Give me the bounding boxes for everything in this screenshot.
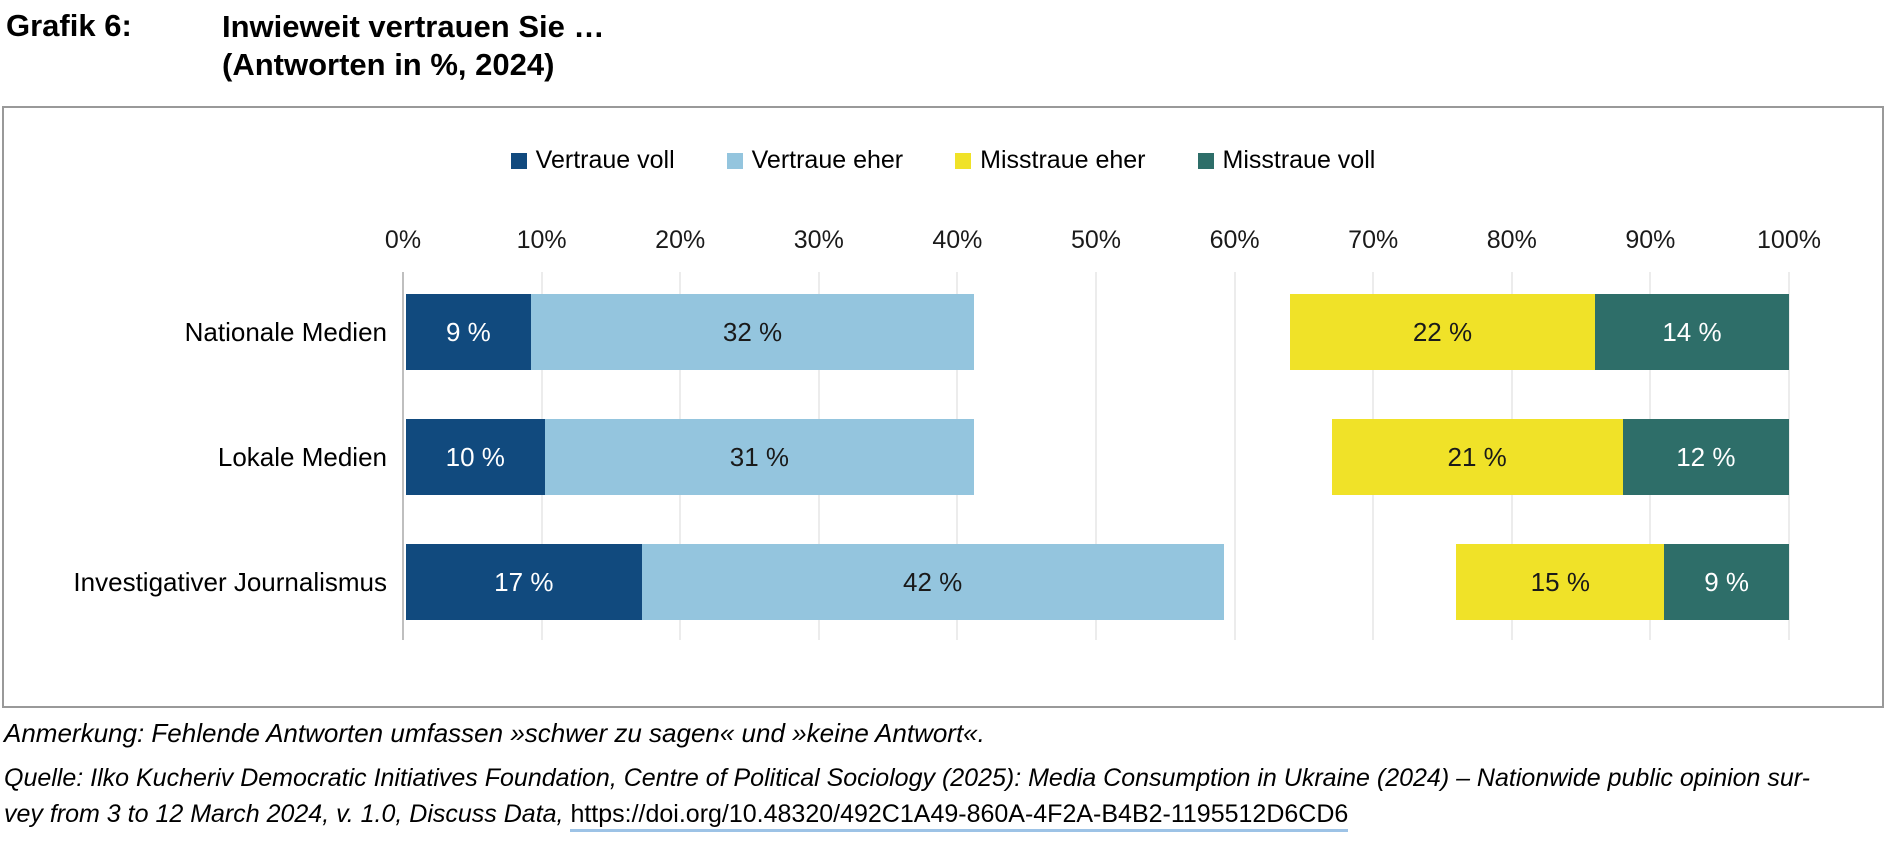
bar-segment: 15 % (1456, 544, 1665, 620)
bar-value-label: 42 % (903, 566, 963, 597)
bar-segment: 31 % (544, 419, 975, 495)
legend-item: Vertraue eher (726, 146, 904, 175)
bar-segment: 12 % (1622, 419, 1789, 495)
x-tick-label: 30% (793, 226, 844, 254)
plot-area: 0% 10% 20% 30% 40% 50% 60% 70% 80% 90% 100% 9 % 32 %… (385, 226, 1821, 640)
bar-row: 9 % 32 % 22 % 14 % (403, 294, 1789, 370)
bar-segment: 14 % (1594, 294, 1789, 370)
bar-segment: 17 % (406, 544, 642, 620)
figure-title-line2: (Antworten in %, 2024) (222, 47, 555, 82)
bar-segment: 9 % (1664, 544, 1789, 620)
figure-number: Grafik 6: (6, 8, 132, 43)
bar-row: 10 % 31 % 21 % 12 % (403, 419, 1789, 495)
source-line2-prefix: vey from 3 to 12 March 2024, v. 1.0, Dis… (4, 800, 571, 828)
legend-item: Misstraue eher (955, 146, 1146, 175)
bar-row: 17 % 42 % 15 % 9 % (403, 544, 1789, 620)
legend-label: Vertraue eher (751, 146, 904, 174)
bar-value-label: 17 % (494, 566, 554, 597)
source-text: Quelle: Ilko Kucheriv Democratic Initiat… (4, 760, 1810, 832)
bar-segment: 32 % (530, 294, 975, 370)
legend-swatch-icon (955, 152, 972, 169)
x-tick-label: 10% (516, 226, 567, 254)
figure-title-line1: Inwieweit vertrauen Sie … (222, 9, 605, 44)
x-tick-label: 20% (655, 226, 706, 254)
gridline (1095, 272, 1097, 640)
legend-item: Vertraue voll (510, 146, 675, 175)
gridline (1788, 272, 1790, 640)
bar-segment: 9 % (406, 294, 531, 370)
bar-segment: 10 % (406, 419, 545, 495)
legend-swatch-icon (510, 152, 527, 169)
source-line1: Quelle: Ilko Kucheriv Democratic Initiat… (4, 764, 1811, 792)
x-axis-line (402, 272, 404, 640)
figure-title: Grafik 6: Inwieweit vertrauen Sie … (Ant… (6, 8, 604, 84)
bar-segment: 22 % (1290, 294, 1595, 370)
bar-value-label: 10 % (445, 441, 505, 472)
legend-label: Misstraue voll (1222, 146, 1376, 174)
legend-label: Misstraue eher (980, 146, 1146, 174)
doi-link[interactable]: https://doi.org/10.48320/492C1A49-860A-4… (570, 800, 1349, 832)
note-text: Anmerkung: Fehlende Antworten umfassen »… (4, 718, 985, 748)
bar-value-label: 14 % (1662, 316, 1722, 347)
category-label: Lokale Medien (217, 441, 387, 472)
bar-value-label: 9 % (445, 316, 491, 347)
category-label: Investigativer Journalismus (73, 566, 387, 597)
x-tick-label: 40% (932, 226, 983, 254)
bar-value-label: 9 % (1704, 566, 1750, 597)
bar-value-label: 32 % (722, 316, 783, 347)
bar-value-label: 15 % (1530, 566, 1590, 597)
x-tick-label: 60% (1209, 226, 1260, 254)
chart-frame: Vertraue voll Vertraue eher Misstraue eher… (2, 106, 1884, 708)
x-tick-label: 50% (1070, 226, 1122, 254)
x-tick-label: 70% (1348, 226, 1399, 254)
x-tick-label: 90% (1625, 226, 1676, 254)
chart-legend: Vertraue voll Vertraue eher Misstraue eher… (4, 146, 1882, 175)
bar-value-label: 21 % (1447, 441, 1507, 472)
bar-value-label: 12 % (1676, 441, 1736, 472)
bar-value-label: 22 % (1412, 316, 1473, 347)
bar-value-label: 31 % (729, 441, 790, 472)
source-line2: vey from 3 to 12 March 2024, v. 1.0, Dis… (4, 796, 1810, 832)
legend-swatch-icon (1197, 152, 1214, 169)
x-tick-label: 100% (1757, 226, 1821, 254)
bar-segment: 42 % (641, 544, 1224, 620)
legend-label: Vertraue voll (535, 146, 675, 174)
bar-segment: 21 % (1331, 419, 1623, 495)
x-tick-label: 0% (384, 226, 422, 254)
x-tick-label: 80% (1486, 226, 1537, 254)
category-labels: Nationale Medien Lokale Medien Investigati… (4, 272, 387, 640)
legend-swatch-icon (726, 152, 743, 169)
category-label: Nationale Medien (184, 316, 387, 347)
gridline (1234, 272, 1236, 640)
legend-item: Misstraue voll (1197, 146, 1376, 175)
